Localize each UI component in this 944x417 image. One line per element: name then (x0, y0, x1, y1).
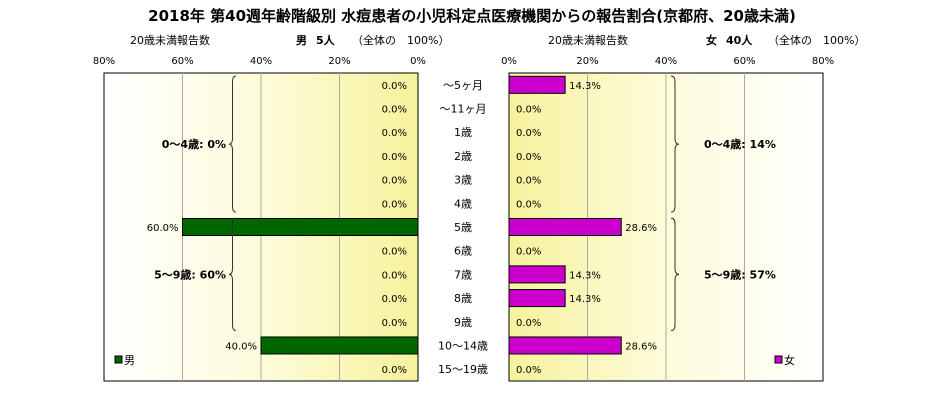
chart-title: 2018年 第40週年齢階級別 水痘患者の小児科定点医療機関からの報告割合(京都… (148, 7, 796, 25)
right-tick-label: 40% (655, 56, 677, 67)
data-label-male: 0.0% (382, 81, 407, 92)
category-label: 5歳 (454, 221, 472, 234)
data-label-female: 14.3% (569, 270, 601, 281)
left-header-count: 5人 (316, 33, 336, 47)
data-label-female: 0.0% (516, 247, 541, 258)
data-label-male: 0.0% (382, 294, 407, 305)
category-label: 6歳 (454, 245, 472, 258)
left-tick-label: 40% (250, 56, 272, 67)
data-label-male: 0.0% (382, 105, 407, 116)
left-header-sex: 男 (296, 34, 307, 47)
right-tick-label: 20% (576, 56, 598, 67)
right-header-pct: （全体の 100%） (768, 33, 865, 47)
group-label-right: 5～9歳: 57% (704, 267, 776, 281)
data-label-female: 0.0% (516, 105, 541, 116)
category-label: 15～19歳 (438, 363, 488, 376)
bar-female (508, 265, 566, 284)
legend-label-female: 女 (784, 353, 795, 367)
bar-female (508, 75, 566, 94)
data-label-female: 0.0% (516, 152, 541, 163)
group-brace-left (228, 75, 237, 213)
group-brace-right (670, 75, 680, 213)
group-brace-left (228, 217, 237, 332)
category-label: 8歳 (454, 292, 472, 305)
category-label: ～11ヶ月 (440, 103, 487, 116)
data-label-male: 0.0% (382, 318, 407, 329)
data-label-female: 0.0% (516, 128, 541, 139)
category-label: 4歳 (454, 197, 472, 210)
data-label-male: 0.0% (382, 152, 407, 163)
data-label-female: 14.3% (569, 81, 601, 92)
left-tick-label: 60% (171, 56, 193, 67)
bar-male (182, 218, 419, 236)
right-axis-title: 20歳未満報告数 (548, 34, 628, 47)
left-tick-label: 0% (410, 56, 426, 67)
data-label-female: 28.6% (625, 223, 657, 234)
data-label-male: 0.0% (382, 247, 407, 258)
data-label-male: 0.0% (382, 199, 407, 210)
bar-male (260, 336, 419, 355)
data-label-female: 0.0% (516, 365, 541, 376)
data-label-female: 14.3% (569, 294, 601, 305)
group-brace-right (670, 217, 680, 332)
left-tick-label: 20% (328, 56, 350, 67)
category-label: 10～14歳 (438, 339, 488, 352)
category-label: 2歳 (454, 150, 472, 163)
group-label-left: 5～9歳: 60% (154, 267, 226, 281)
bar-female (508, 289, 566, 308)
left-axis-title: 20歳未満報告数 (130, 34, 210, 47)
data-label-female: 28.6% (625, 341, 657, 352)
legend-swatch-male (114, 355, 123, 364)
right-header-count: 40人 (726, 33, 753, 47)
group-label-left: 0～4歳: 0% (162, 137, 226, 151)
data-label-male: 0.0% (382, 176, 407, 187)
right-header-sex: 女 (706, 33, 717, 47)
group-label-right: 0～4歳: 14% (704, 137, 776, 151)
category-label: 3歳 (454, 174, 472, 187)
data-label-female: 0.0% (516, 176, 541, 187)
data-label-male: 0.0% (382, 365, 407, 376)
left-header-pct: （全体の 100%） (352, 33, 449, 47)
left-tick-label: 80% (93, 56, 115, 67)
right-tick-label: 80% (812, 56, 834, 67)
legend-label-male: 男 (124, 354, 135, 367)
category-label: 7歳 (454, 268, 472, 281)
right-tick-label: 0% (501, 56, 517, 67)
right-tick-label: 60% (733, 56, 755, 67)
bar-female (508, 218, 622, 236)
data-label-female: 0.0% (516, 199, 541, 210)
category-label: 9歳 (454, 316, 472, 329)
data-label-male: 0.0% (382, 128, 407, 139)
bar-female (508, 336, 622, 355)
data-label-female: 0.0% (516, 318, 541, 329)
category-label: 1歳 (454, 126, 472, 139)
category-label: ～5ヶ月 (443, 79, 483, 92)
data-label-male: 0.0% (382, 270, 407, 281)
data-label-male: 40.0% (225, 341, 257, 352)
data-label-male: 60.0% (147, 223, 179, 234)
legend-swatch-female (774, 355, 783, 364)
